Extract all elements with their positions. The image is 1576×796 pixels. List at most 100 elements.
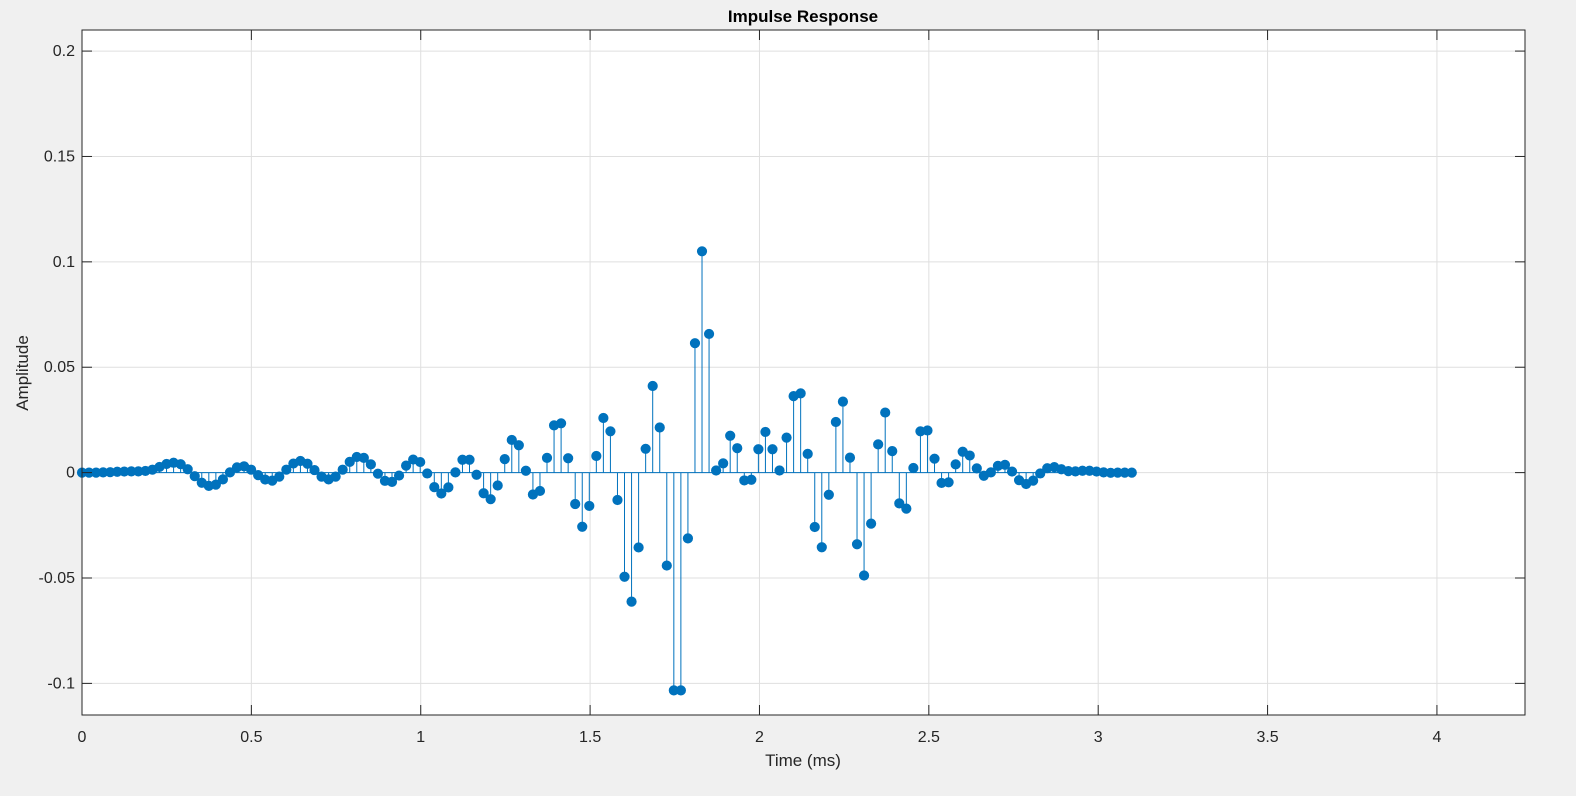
stem-marker bbox=[400, 460, 412, 471]
stem-marker bbox=[767, 444, 778, 455]
stem-marker bbox=[760, 426, 771, 438]
stem-marker bbox=[598, 412, 609, 424]
stem-marker bbox=[436, 488, 447, 499]
y-tick-label: 0.2 bbox=[53, 43, 75, 60]
stem-marker bbox=[633, 542, 644, 553]
y-tick-label: 0.15 bbox=[44, 148, 75, 165]
stem-marker bbox=[224, 467, 236, 478]
stem-marker bbox=[964, 450, 975, 461]
stem-marker bbox=[534, 485, 546, 497]
stem-marker bbox=[302, 458, 313, 469]
x-tick-label: 0.5 bbox=[240, 729, 262, 746]
stem-marker bbox=[753, 444, 764, 455]
stem-marker bbox=[422, 468, 433, 479]
stem-marker bbox=[971, 463, 982, 474]
stem-marker bbox=[640, 443, 651, 454]
x-tick-label: 2 bbox=[755, 729, 764, 746]
stem-marker bbox=[654, 422, 665, 433]
stem-marker bbox=[718, 458, 729, 469]
stem-marker bbox=[873, 439, 884, 450]
stem-marker bbox=[513, 440, 524, 451]
stem-marker bbox=[337, 464, 348, 475]
stem-marker bbox=[605, 426, 616, 437]
stem-marker bbox=[471, 469, 482, 480]
stem-marker bbox=[823, 489, 834, 500]
y-tick-label: -0.1 bbox=[47, 675, 75, 692]
x-tick-label: 4 bbox=[1432, 729, 1441, 746]
stem-marker bbox=[344, 456, 355, 467]
stem-marker bbox=[802, 448, 813, 459]
stem-marker bbox=[781, 432, 792, 443]
stem-marker bbox=[894, 498, 905, 509]
stem-marker bbox=[696, 246, 708, 257]
stem-marker bbox=[1028, 475, 1039, 486]
stem-marker bbox=[844, 452, 856, 463]
stem-marker bbox=[386, 476, 398, 487]
stem-marker bbox=[950, 459, 961, 470]
stem-marker bbox=[506, 434, 517, 446]
stem-marker bbox=[858, 570, 870, 581]
x-tick-label: 0 bbox=[78, 729, 87, 746]
stem-marker bbox=[570, 498, 581, 510]
stem-marker bbox=[464, 454, 475, 465]
chart-title: Impulse Response bbox=[728, 7, 878, 26]
stem-marker bbox=[584, 500, 595, 512]
stem-marker bbox=[922, 425, 933, 436]
y-tick-label: 0 bbox=[66, 465, 75, 482]
stem-marker bbox=[415, 456, 426, 468]
stem-marker bbox=[837, 396, 849, 407]
x-tick-label: 1.5 bbox=[579, 729, 601, 746]
axes-frame bbox=[81, 29, 1526, 716]
stem-marker bbox=[647, 380, 658, 392]
stem-marker bbox=[330, 471, 341, 482]
stem-marker bbox=[851, 539, 863, 550]
stem-marker bbox=[499, 454, 510, 465]
stem-marker bbox=[563, 453, 574, 464]
x-tick-label: 3.5 bbox=[1256, 729, 1278, 746]
stem-marker bbox=[612, 494, 623, 506]
stem-marker bbox=[774, 465, 785, 476]
axes-box bbox=[81, 29, 1526, 716]
ticks: 0 0.5 1 1.5 2 2.5 3 3.5 4 -0.1 -0.05 0 0.05 0.1 0.15 0.… bbox=[39, 30, 1525, 746]
stem-marker bbox=[887, 446, 898, 457]
stem-marker bbox=[908, 462, 919, 474]
stem-marker bbox=[619, 571, 630, 582]
stem-marker bbox=[943, 477, 954, 488]
stem-marker bbox=[274, 471, 285, 482]
stem-marker bbox=[365, 459, 376, 470]
stem-marker bbox=[880, 407, 891, 418]
y-tick-label: 0.1 bbox=[53, 254, 75, 271]
y-axis-label: Amplitude bbox=[13, 335, 32, 411]
stem-marker bbox=[591, 450, 602, 462]
stem-marker bbox=[577, 521, 588, 532]
stem-marker bbox=[746, 474, 757, 485]
stem-marker bbox=[675, 685, 686, 696]
stem-marker bbox=[309, 464, 320, 476]
stem-marker bbox=[711, 465, 722, 476]
stem-marker bbox=[182, 464, 193, 475]
stem-marker bbox=[541, 452, 553, 463]
stem-marker bbox=[556, 418, 567, 429]
x-axis-label: Time (ms) bbox=[765, 751, 841, 770]
stem-marker bbox=[372, 468, 384, 479]
stem-marker bbox=[795, 388, 806, 399]
stem-series bbox=[76, 246, 1137, 696]
stem-marker bbox=[245, 464, 257, 475]
stem-marker bbox=[1035, 468, 1046, 479]
stem-marker bbox=[450, 467, 461, 478]
stem-marker bbox=[281, 464, 292, 475]
stem-marker bbox=[985, 467, 996, 478]
stem-marker bbox=[816, 542, 827, 553]
stem-marker bbox=[478, 488, 489, 499]
stem-marker bbox=[689, 338, 701, 349]
stem-marker bbox=[682, 533, 694, 544]
stem-marker bbox=[175, 459, 186, 470]
x-tick-label: 1 bbox=[416, 729, 425, 746]
stem-marker bbox=[1126, 467, 1137, 478]
stem-marker bbox=[393, 470, 405, 481]
stem-marker bbox=[189, 471, 200, 482]
stem-marker bbox=[661, 560, 672, 571]
stem-marker bbox=[703, 328, 715, 340]
